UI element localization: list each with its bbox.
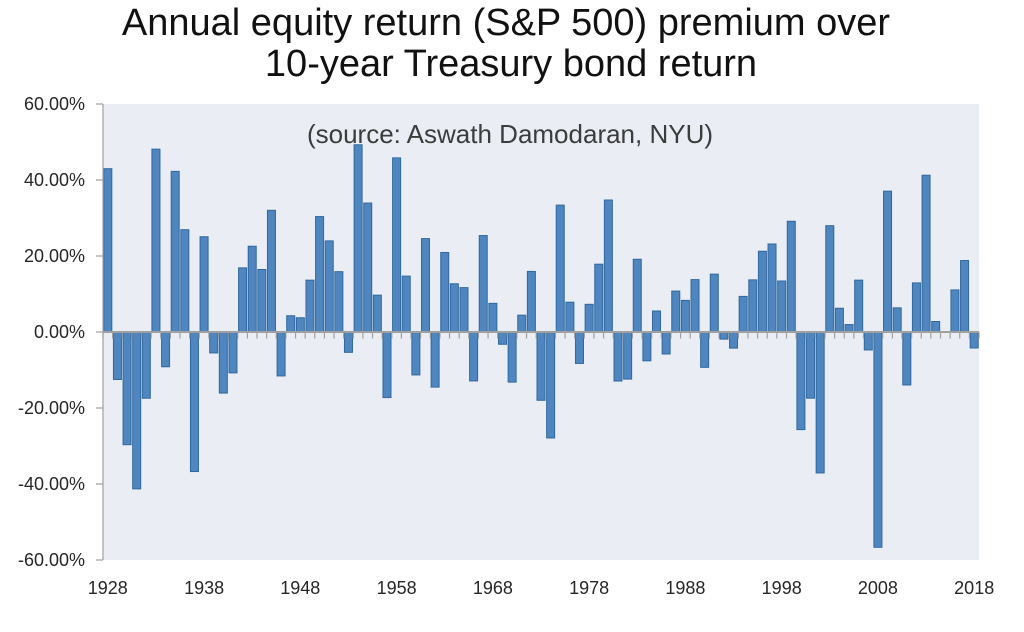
svg-text:1998: 1998	[762, 578, 802, 598]
svg-text:-20.00%: -20.00%	[18, 398, 85, 418]
svg-text:10-year Treasury bond return: 10-year Treasury bond return	[265, 43, 757, 85]
svg-text:1948: 1948	[280, 578, 320, 598]
svg-text:1978: 1978	[569, 578, 609, 598]
svg-text:1928: 1928	[88, 578, 128, 598]
svg-text:-40.00%: -40.00%	[18, 474, 85, 494]
svg-text:Annual equity return (S&P 500): Annual equity return (S&P 500) premium o…	[122, 2, 890, 44]
svg-text:1958: 1958	[377, 578, 417, 598]
svg-text:20.00%: 20.00%	[24, 246, 85, 266]
svg-text:60.00%: 60.00%	[24, 94, 85, 114]
svg-text:40.00%: 40.00%	[24, 170, 85, 190]
svg-text:1968: 1968	[473, 578, 513, 598]
svg-text:(source: Aswath Damodaran, NYU: (source: Aswath Damodaran, NYU)	[307, 119, 713, 149]
svg-text:0.00%: 0.00%	[34, 322, 85, 342]
svg-text:-60.00%: -60.00%	[18, 550, 85, 570]
svg-text:1988: 1988	[665, 578, 705, 598]
svg-text:2018: 2018	[954, 578, 994, 598]
svg-text:2008: 2008	[858, 578, 898, 598]
svg-text:1938: 1938	[184, 578, 224, 598]
